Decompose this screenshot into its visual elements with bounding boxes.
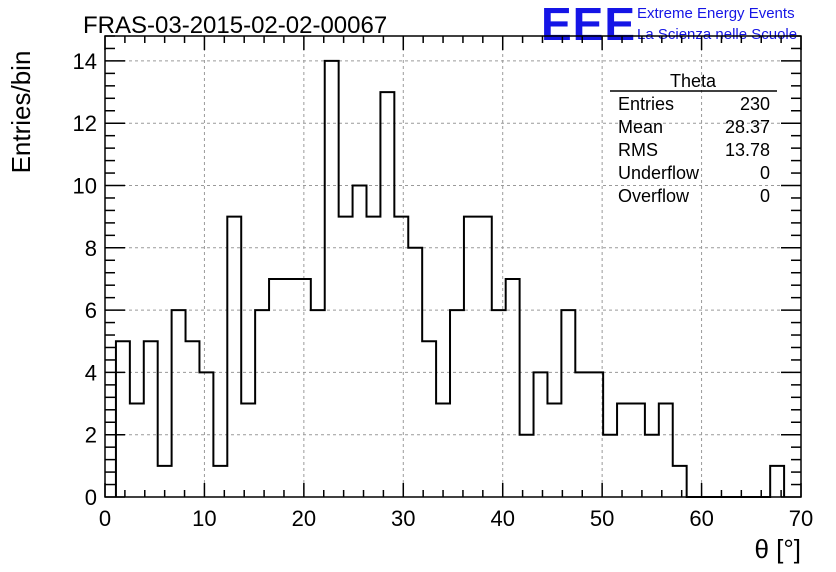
logo-mark: EEE — [541, 0, 636, 50]
plot-frame — [104, 35, 802, 498]
stats-box: Theta Entries 230 Mean 28.37 RMS 13.78 Underfl… — [610, 71, 777, 206]
x-tick-label: 60 — [689, 506, 713, 531]
logo-line-1: Extreme Energy Events — [637, 5, 795, 22]
stats-label: Entries — [618, 94, 674, 114]
y-tick-label: 6 — [85, 298, 97, 323]
x-tick-label: 30 — [391, 506, 415, 531]
grid — [105, 36, 801, 497]
x-axis-label: θ [°] — [754, 534, 801, 564]
x-tick-label: 20 — [292, 506, 316, 531]
y-tick-label: 10 — [73, 174, 97, 199]
x-tick-label: 0 — [99, 506, 111, 531]
stats-value: 230 — [740, 94, 770, 114]
stats-value: 28.37 — [725, 117, 770, 137]
x-tick-label: 50 — [590, 506, 614, 531]
x-tick-label: 10 — [192, 506, 216, 531]
stats-value: 13.78 — [725, 140, 770, 160]
stats-name: Theta — [670, 71, 717, 91]
stats-label: Underflow — [618, 163, 700, 183]
y-tick-label: 14 — [73, 49, 97, 74]
stats-value: 0 — [760, 163, 770, 183]
x-tick-label: 40 — [490, 506, 514, 531]
y-axis: 0 2 4 6 8 10 12 14 — [73, 35, 801, 510]
y-tick-label: 8 — [85, 236, 97, 261]
x-tick-label: 70 — [789, 506, 813, 531]
chart-title: FRAS-03-2015-02-02-00067 — [83, 12, 387, 39]
y-axis-label: Entries/bin — [6, 51, 36, 174]
stats-label: Mean — [618, 117, 663, 137]
stats-value: 0 — [760, 186, 770, 206]
stats-label: Overflow — [618, 186, 690, 206]
y-tick-label: 12 — [73, 111, 97, 136]
y-tick-label: 4 — [85, 360, 97, 385]
stats-label: RMS — [618, 140, 658, 160]
logo-line-2: La Scienza nelle Scuole — [637, 26, 797, 43]
eee-logo: EEE Extreme Energy Events La Scienza nel… — [541, 0, 797, 50]
x-axis: 0 10 20 30 40 50 60 70 — [99, 36, 813, 531]
y-tick-label: 0 — [85, 485, 97, 510]
y-tick-label: 2 — [85, 423, 97, 448]
histogram-line — [114, 59, 786, 498]
